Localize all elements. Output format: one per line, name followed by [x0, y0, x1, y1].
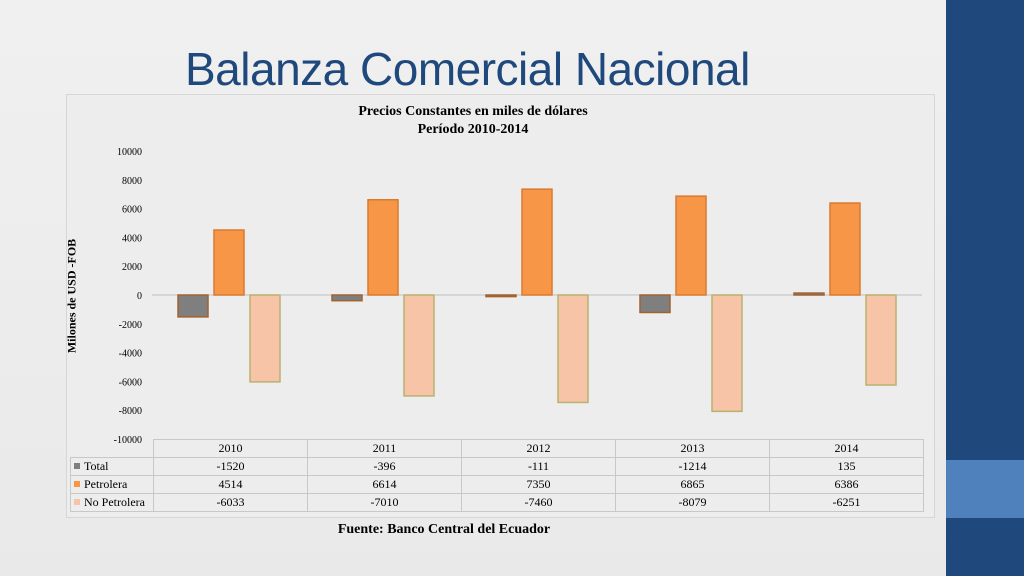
- x-category-label: 2013: [615, 439, 770, 458]
- y-tick-label: 8000: [122, 176, 142, 187]
- bar-total-2011: [331, 294, 363, 302]
- legend-key: [74, 481, 80, 488]
- data-value-cell: 6865: [615, 475, 770, 494]
- bar-no-petrolera-2012: [557, 294, 589, 404]
- x-category-label: 2010: [153, 439, 308, 458]
- x-category-label: 2011: [307, 439, 462, 458]
- bar-petrolera-2010: [213, 229, 245, 296]
- y-tick-label: 6000: [122, 205, 142, 216]
- bar-total-2012: [485, 294, 517, 298]
- side-accent-block: [946, 460, 1024, 518]
- bar-petrolera-2014: [829, 202, 861, 296]
- bar-no-petrolera-2011: [403, 294, 435, 397]
- chart-subtitle: Período 2010-2014: [417, 122, 529, 137]
- legend-entry: Petrolera: [70, 475, 154, 494]
- table-row: Total -1520 -396 -111 -1214 135: [70, 457, 924, 476]
- y-tick-label: -4000: [119, 349, 142, 360]
- y-tick-label: -2000: [119, 320, 142, 331]
- y-tick-label: -6000: [119, 377, 142, 388]
- bar-total-2014: [793, 292, 825, 296]
- y-tick-label: 0: [137, 291, 142, 302]
- data-value-cell: 4514: [153, 475, 308, 494]
- table-row: Petrolera 4514 6614 7350 6865 6386: [70, 475, 924, 494]
- x-category-label: 2014: [769, 439, 924, 458]
- table-corner: [70, 439, 154, 458]
- y-tick-label: 4000: [122, 233, 142, 244]
- y-tick-label: 2000: [122, 262, 142, 273]
- source-note: Fuente: Banco Central del Ecuador: [337, 522, 551, 537]
- data-value-cell: -7010: [307, 493, 462, 512]
- y-tick-label: 10000: [117, 147, 142, 158]
- y-tick-label: -8000: [119, 406, 142, 417]
- series-name-label: No Petrolera: [84, 495, 145, 509]
- chart-data-table: 2010 2011 2012 2013 2014 Total -1520 -396 -111 -1…: [70, 439, 924, 512]
- bar-petrolera-2012: [521, 188, 553, 296]
- data-value-cell: 7350: [461, 475, 616, 494]
- data-value-cell: -6251: [769, 493, 924, 512]
- data-value-cell: -396: [307, 457, 462, 476]
- table-row: No Petrolera -6033 -7010 -7460 -8079 -6251: [70, 493, 924, 512]
- bar-no-petrolera-2014: [865, 294, 897, 386]
- data-value-cell: -1520: [153, 457, 308, 476]
- series-name-label: Total: [84, 459, 109, 473]
- chart-title: Precios Constantes en miles de dólares: [358, 104, 588, 119]
- data-value-cell: -8079: [615, 493, 770, 512]
- data-value-cell: -111: [461, 457, 616, 476]
- data-value-cell: -1214: [615, 457, 770, 476]
- legend-entry: Total: [70, 457, 154, 476]
- data-value-cell: 6614: [307, 475, 462, 494]
- chart-title-block: Precios Constantes en miles de dólares P…: [0, 103, 946, 139]
- slide-title: Balanza Comercial Nacional: [185, 43, 750, 95]
- data-value-cell: -6033: [153, 493, 308, 512]
- legend-key: [74, 499, 80, 506]
- bar-no-petrolera-2010: [249, 294, 281, 383]
- bar-petrolera-2011: [367, 199, 399, 296]
- data-value-cell: 6386: [769, 475, 924, 494]
- bar-total-2010: [177, 294, 209, 318]
- bar-total-2013: [639, 294, 671, 314]
- series-name-label: Petrolera: [84, 477, 128, 491]
- legend-entry: No Petrolera: [70, 493, 154, 512]
- data-value-cell: -7460: [461, 493, 616, 512]
- x-category-label: 2012: [461, 439, 616, 458]
- bar-no-petrolera-2013: [711, 294, 743, 413]
- legend-key: [74, 463, 80, 470]
- bar-petrolera-2013: [675, 195, 707, 296]
- data-value-cell: 135: [769, 457, 924, 476]
